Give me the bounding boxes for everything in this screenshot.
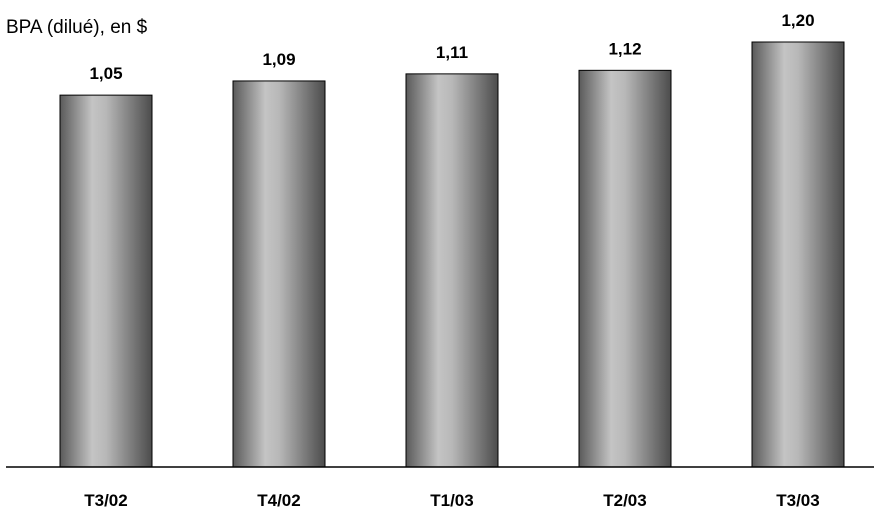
x-tick-label: T1/03 (430, 491, 473, 510)
x-tick-label: T3/03 (776, 491, 819, 510)
bar-t4-02 (232, 80, 326, 468)
bar-t3-03 (751, 41, 845, 468)
x-tick-labels: T3/02 T4/02 T1/03 T2/03 T3/03 (84, 491, 819, 510)
value-label: 1,12 (608, 39, 641, 58)
bars-group: 1,05 1,09 1,11 1,12 1,20 (59, 11, 845, 468)
bar-t3-02 (59, 94, 153, 468)
chart-title: BPA (dilué), en $ (6, 17, 148, 38)
x-tick-label: T2/03 (603, 491, 646, 510)
x-tick-label: T4/02 (257, 491, 300, 510)
value-label: 1,05 (89, 64, 122, 83)
value-label: 1,20 (781, 11, 814, 30)
bar-t2-03 (578, 69, 672, 468)
bar-t1-03 (405, 73, 499, 468)
value-label: 1,11 (436, 43, 468, 62)
x-tick-label: T3/02 (84, 491, 127, 510)
value-label: 1,09 (262, 50, 295, 69)
